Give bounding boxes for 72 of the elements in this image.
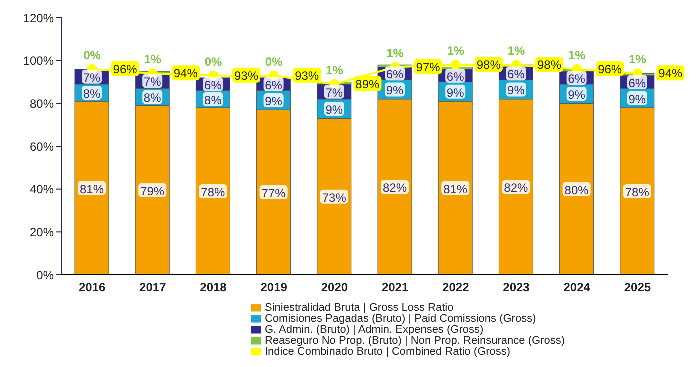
data-label: 98% [537, 58, 562, 72]
legend-label: Comisiones Pagadas (Bruto) | Paid Comissions (Gross) [265, 313, 536, 325]
data-label: 94% [174, 66, 198, 81]
y-tick-label: 20% [30, 225, 54, 240]
y-tick-label: 40% [30, 182, 54, 197]
data-label: 0% [84, 48, 102, 62]
data-label: 8% [204, 93, 222, 108]
legend-label: Reaseguro No Prop. (Bruto) | Non Prop. Reinsurance (Gross) [265, 335, 565, 347]
data-label: 6% [204, 78, 222, 92]
x-tick-label: 2024 [564, 280, 591, 295]
data-label: 9% [326, 103, 344, 118]
data-label: 1% [144, 52, 162, 67]
data-label: 77% [262, 186, 286, 201]
data-label: 81% [444, 182, 468, 196]
data-label: 73% [322, 190, 347, 205]
y-tick-label: 60% [30, 140, 54, 154]
data-label: 93% [295, 68, 320, 83]
x-tick-label: 2023 [503, 280, 530, 295]
data-label: 6% [446, 70, 465, 84]
x-tick-label: 2022 [442, 280, 470, 295]
y-tick-label: 80% [30, 96, 54, 111]
data-label: 9% [265, 94, 283, 108]
data-label: 9% [628, 92, 646, 106]
legend-label: Siniestralidad Bruta | Gross Loss Ratio [265, 302, 454, 314]
data-label: 1% [508, 44, 526, 58]
data-label: 94% [658, 66, 684, 81]
x-tick-label: 2021 [382, 280, 409, 295]
data-label: 9% [386, 84, 404, 98]
x-tick-label: 2016 [78, 280, 106, 295]
data-label: 1% [386, 46, 404, 60]
data-label: 7% [83, 70, 101, 85]
data-label: 81% [80, 182, 104, 196]
x-tick-label: 2025 [624, 280, 652, 295]
data-label: 9% [568, 88, 586, 102]
data-label: 97% [416, 60, 441, 74]
data-label: 7% [326, 86, 344, 100]
data-label: 6% [568, 72, 586, 86]
y-tick-label: 120% [23, 11, 54, 26]
data-label: 78% [201, 185, 226, 200]
data-label: 9% [446, 86, 465, 100]
data-label: 6% [265, 78, 283, 92]
data-label: 82% [382, 181, 408, 196]
data-label: 1% [629, 52, 647, 67]
data-label: 7% [144, 75, 162, 90]
data-label: 6% [508, 68, 526, 82]
legend-label: Indice Combinado Bruto | Combined Ratio (Gross) [265, 346, 511, 358]
x-tick-label: 2020 [321, 280, 348, 295]
data-label: 80% [564, 183, 590, 198]
data-label: 96% [113, 62, 138, 76]
data-label: 0% [204, 54, 222, 69]
data-label: 79% [140, 184, 165, 198]
data-label: 8% [83, 86, 101, 101]
data-label: 0% [265, 54, 284, 69]
data-label: 78% [625, 185, 650, 200]
data-label: 96% [598, 62, 622, 76]
data-label: 1% [447, 44, 465, 58]
data-label: 98% [476, 58, 502, 72]
data-label: 1% [326, 63, 344, 78]
y-tick-label: 0% [36, 268, 54, 282]
x-tick-label: 2018 [200, 280, 228, 295]
data-label: 89% [356, 77, 380, 92]
data-label: 1% [568, 48, 586, 62]
data-label: 9% [508, 84, 526, 98]
y-tick-label: 100% [23, 54, 54, 68]
data-label: 8% [144, 91, 162, 106]
x-tick-label: 2019 [260, 280, 288, 295]
data-label: 6% [386, 68, 404, 82]
data-label: 6% [628, 76, 646, 90]
x-tick-label: 2017 [140, 280, 167, 295]
legend-label: G. Admin. (Bruto) | Admin. Expenses (Gross) [265, 324, 484, 336]
data-label: 93% [234, 68, 259, 83]
data-label: 82% [504, 181, 529, 196]
